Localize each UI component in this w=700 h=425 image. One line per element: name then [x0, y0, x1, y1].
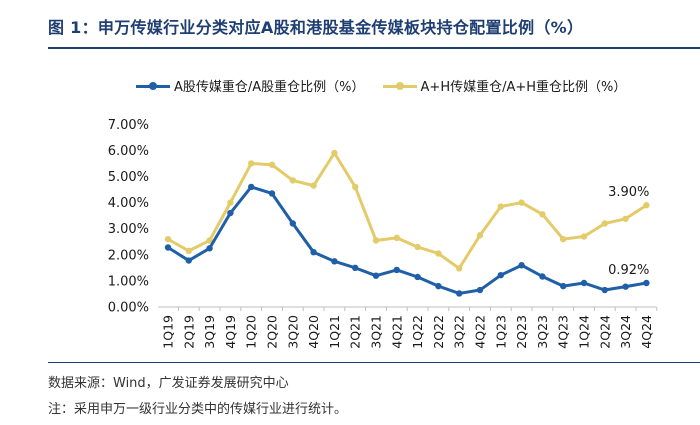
data-point	[248, 160, 255, 167]
x-tick-label: 4Q19	[223, 315, 238, 349]
x-tick-label: 1Q22	[410, 315, 425, 349]
y-tick-label: 7.00%	[108, 118, 149, 133]
y-tick-label: 6.00%	[108, 144, 149, 159]
y-tick-label: 5.00%	[108, 170, 149, 185]
data-point	[310, 182, 317, 189]
data-point	[227, 199, 234, 206]
legend-item-a-share: A股传媒重仓/A股重仓比例（%）	[136, 76, 365, 95]
data-point	[622, 215, 629, 222]
data-point	[164, 235, 172, 243]
data-point	[268, 161, 276, 168]
x-tick-label: 1Q20	[244, 315, 259, 349]
figure-title: 图 1：申万传媒行业分类对应A股和港股基金传媒板块持仓配置比例（%）	[48, 18, 584, 37]
data-point	[497, 203, 504, 210]
x-tick-label: 3Q20	[285, 315, 300, 349]
end-value-label: 3.90%	[608, 185, 649, 200]
x-tick-label: 3Q21	[369, 315, 384, 349]
data-point	[352, 183, 359, 191]
data-point	[539, 273, 546, 280]
data-point	[206, 237, 213, 244]
x-tick-label: 3Q19	[202, 315, 217, 349]
x-tick-label: 4Q23	[556, 315, 571, 349]
data-point	[185, 257, 192, 264]
x-tick-label: 2Q24	[597, 315, 612, 349]
line-chart: 0.00% 1.00% 2.00% 3.00% 4.00% 5.00% 6.00% 7.00%…	[108, 118, 658, 349]
data-point	[560, 282, 567, 290]
x-tick-label: 3Q24	[618, 315, 633, 349]
data-point	[372, 272, 380, 279]
legend: A股传媒重仓/A股重仓比例（%） A+H传媒重仓/A+H重仓比例（%）	[136, 76, 626, 95]
data-point	[185, 247, 192, 255]
y-tick-label: 2.00%	[108, 248, 149, 263]
data-point	[372, 237, 380, 244]
data-point	[456, 265, 463, 272]
data-point	[456, 290, 463, 297]
data-point	[248, 183, 255, 191]
x-tick-label: 2Q23	[514, 315, 529, 349]
data-point	[331, 149, 338, 157]
data-point	[206, 245, 213, 252]
data-point	[331, 258, 338, 265]
data-point	[414, 273, 421, 281]
x-tick-label: 4Q21	[389, 315, 404, 349]
data-point	[289, 220, 296, 227]
x-tick-label: 1Q24	[577, 315, 592, 349]
data-point	[476, 286, 484, 294]
x-tick-label: 1Q21	[327, 315, 342, 349]
data-point	[580, 233, 588, 240]
x-tick-label: 4Q24	[639, 315, 654, 349]
data-point	[497, 271, 504, 279]
legend-swatch-a-plus-h	[382, 80, 417, 92]
y-tick-label: 1.00%	[108, 274, 149, 289]
source-note: 数据来源：Wind，广发证券发展研究中心	[48, 376, 289, 391]
x-tick-label: 4Q20	[306, 315, 321, 349]
x-tick-label: 4Q22	[473, 315, 488, 349]
data-point	[289, 177, 296, 184]
data-point	[643, 202, 650, 209]
y-tick-label: 0.00%	[108, 301, 149, 316]
data-point	[352, 264, 359, 272]
data-point	[227, 209, 234, 217]
data-point	[268, 190, 276, 197]
data-point	[393, 234, 400, 242]
data-point	[560, 235, 567, 243]
data-point	[518, 262, 525, 269]
x-tick-label: 1Q23	[493, 315, 508, 349]
x-tick-label: 2Q20	[265, 315, 280, 349]
data-point	[435, 250, 442, 257]
data-point	[476, 232, 484, 239]
x-tick-label: 2Q19	[181, 315, 196, 349]
legend-swatch-a-share	[136, 80, 170, 92]
data-point	[622, 283, 629, 290]
end-value-label: 0.92%	[608, 263, 649, 278]
data-point	[310, 248, 317, 256]
data-point	[518, 199, 525, 206]
data-point	[539, 211, 546, 218]
legend-label-a-share: A股传媒重仓/A股重仓比例（%）	[174, 80, 365, 95]
series-line-1	[167, 151, 648, 270]
data-point	[164, 244, 172, 251]
legend-item-a-plus-h: A+H传媒重仓/A+H重仓比例（%）	[382, 76, 627, 95]
x-tick-label: 2Q22	[431, 315, 446, 349]
data-point	[414, 243, 421, 251]
data-point	[601, 286, 608, 294]
x-tick-label: 3Q23	[535, 315, 550, 349]
data-point	[580, 279, 588, 287]
y-tick-label: 3.00%	[108, 222, 149, 237]
y-tick-label: 4.00%	[108, 196, 149, 211]
data-point	[435, 282, 442, 290]
footer-divider	[48, 362, 700, 363]
title-divider	[48, 47, 700, 49]
footnote: 注：采用申万一级行业分类中的传媒行业进行统计。	[48, 402, 348, 417]
x-tick-label: 1Q19	[161, 315, 176, 349]
legend-label-a-plus-h: A+H传媒重仓/A+H重仓比例（%）	[420, 80, 627, 95]
x-tick-label: 2Q21	[348, 315, 363, 349]
series-line-0	[167, 185, 647, 295]
data-point	[393, 266, 400, 274]
data-point	[601, 220, 608, 227]
data-point	[643, 279, 650, 287]
x-tick-label: 3Q22	[452, 315, 467, 349]
